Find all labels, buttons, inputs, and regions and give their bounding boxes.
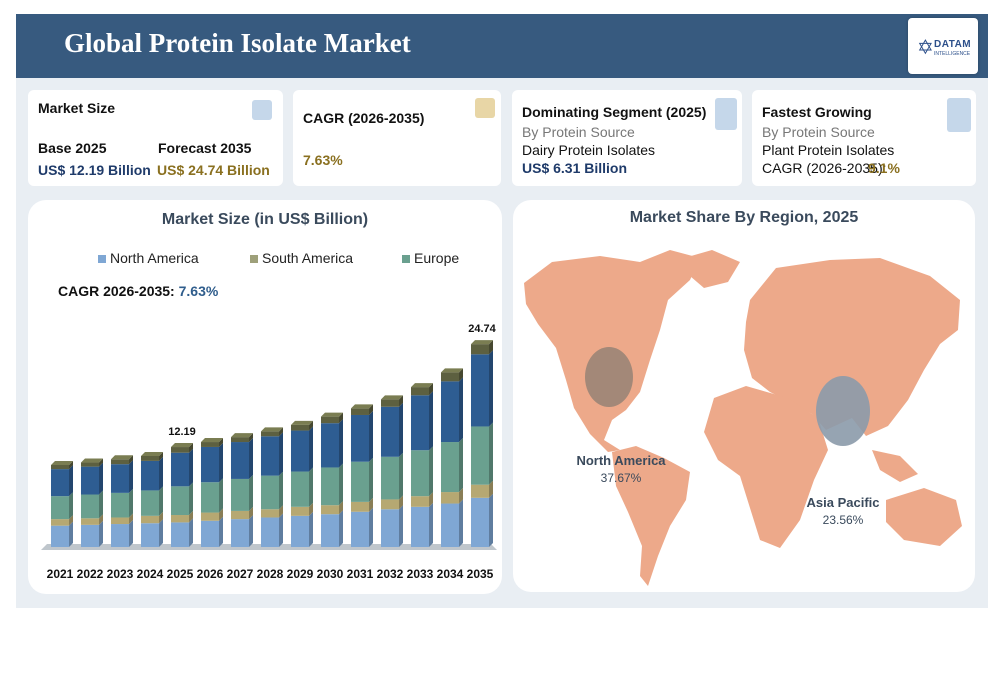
star-of-david-icon: ✡ <box>917 37 934 59</box>
legend-item-south-america: South America <box>250 250 353 266</box>
bar-chart-title: Market Size (in US$ Billion) <box>161 211 369 228</box>
market-size-card: Market Size Base 2025 US$ 12.19 Billion … <box>28 90 283 186</box>
card-title: Fastest Growing <box>762 104 872 120</box>
base-value: US$ 12.19 Billion <box>38 162 151 178</box>
forecast-label: Forecast 2035 <box>158 140 252 156</box>
legend-item-europe: Europe <box>402 250 459 266</box>
region-name: Asia Pacific <box>806 495 880 510</box>
legend-swatch <box>98 255 106 264</box>
base-label: Base 2025 <box>38 140 107 156</box>
growth-icon <box>475 98 495 118</box>
map-title: Market Share By Region, 2025 <box>629 209 859 226</box>
header-bar: Global Protein Isolate Market <box>16 14 988 78</box>
fastest-growing-card: Fastest Growing By Protein Source Plant … <box>752 90 976 186</box>
legend-label: South America <box>262 250 354 266</box>
cagr-card: CAGR (2026-2035) 7.63% <box>293 90 501 186</box>
rocket-icon <box>947 98 971 132</box>
region-share: 37.67% <box>600 471 642 485</box>
map-panel: Market Share By Region, 2025 <box>513 200 975 592</box>
card-title: Market Size <box>38 100 116 116</box>
legend-label: North America <box>110 250 199 266</box>
legend-item-north-america: North America <box>98 250 199 266</box>
cagr-label: CAGR 2026-2035: <box>58 283 175 299</box>
logo-tagline: INTELLIGENCE <box>934 51 971 57</box>
region-name: North America <box>576 453 666 468</box>
card-subtitle: By Protein Source <box>762 124 875 140</box>
segment-name: Plant Protein Isolates <box>762 142 895 158</box>
cagr-label: CAGR (2026-2035): <box>762 160 887 176</box>
legend-swatch <box>402 255 410 264</box>
report-icon <box>252 100 272 120</box>
region-label-north-america: North America 37.67% <box>563 453 679 485</box>
page-title: Global Protein Isolate Market <box>64 28 411 58</box>
card-title: Dominating Segment (2025) <box>522 104 707 120</box>
company-logo: ✡ DATAM INTELLIGENCE <box>908 18 978 74</box>
segment-value: US$ 6.31 Billion <box>522 160 628 176</box>
segment-icon <box>715 98 737 130</box>
region-label-asia-pacific: Asia Pacific 23.56% <box>795 495 891 527</box>
dominating-segment-card: Dominating Segment (2025) By Protein Sou… <box>512 90 742 186</box>
legend-label: Europe <box>414 250 460 266</box>
logo-text: DATAM <box>934 39 972 50</box>
card-subtitle: By Protein Source <box>522 124 635 140</box>
forecast-value: US$ 24.74 Billion <box>157 162 270 178</box>
region-share: 23.56% <box>822 513 864 527</box>
segment-name: Dairy Protein Isolates <box>522 142 656 158</box>
cagr-value: 7.63% <box>178 283 219 299</box>
cagr-value: 9.1% <box>868 160 900 176</box>
cagr-value: 7.63% <box>303 152 343 168</box>
chart-cagr-note: CAGR 2026-2035: 7.63% <box>58 283 218 299</box>
card-title: CAGR (2026-2035) <box>303 110 425 126</box>
legend-swatch <box>250 255 258 264</box>
